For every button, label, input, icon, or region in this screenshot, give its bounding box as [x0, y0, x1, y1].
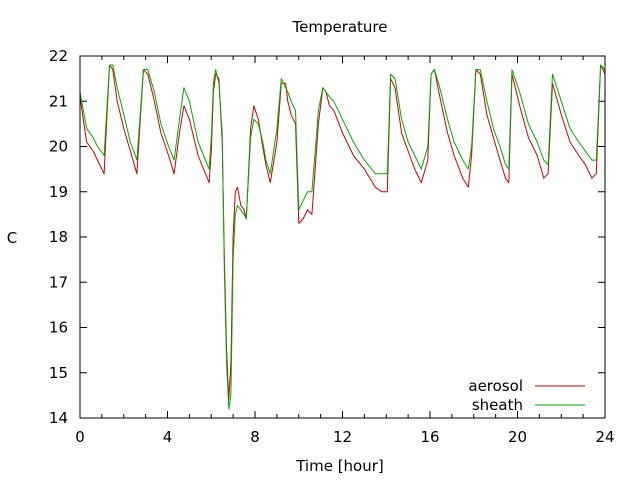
- y-tick-label: 21: [49, 92, 68, 110]
- x-axis-label: Time [hour]: [295, 457, 384, 475]
- axis-ticks: 0 4 8 12 16 20 24 14 15 16 17 18 19 20 21 22: [49, 47, 615, 446]
- x-tick-label: 16: [420, 428, 439, 446]
- x-tick-label: 8: [250, 428, 260, 446]
- y-tick-label: 15: [49, 364, 68, 382]
- series-line-aerosol: [79, 64, 606, 401]
- x-tick-label: 20: [508, 428, 527, 446]
- x-tick-label: 4: [163, 428, 173, 446]
- legend-label-sheath: sheath: [472, 396, 523, 414]
- series-lines: [79, 64, 606, 410]
- legend-label-aerosol: aerosol: [468, 377, 523, 395]
- y-tick-label: 17: [49, 273, 68, 291]
- x-tick-label: 12: [333, 428, 352, 446]
- series-line-sheath: [79, 64, 606, 410]
- y-tick-label: 22: [49, 47, 68, 65]
- plot-frame: [79, 55, 606, 419]
- y-axis-label: C: [7, 229, 17, 247]
- y-tick-label: 14: [49, 409, 68, 427]
- y-tick-label: 19: [49, 183, 68, 201]
- x-tick-label: 0: [75, 428, 85, 446]
- y-tick-label: 20: [49, 138, 68, 156]
- y-tick-label: 16: [49, 319, 68, 337]
- x-tick-label: 24: [595, 428, 614, 446]
- chart-title: Temperature: [291, 18, 387, 36]
- y-tick-label: 18: [49, 228, 68, 246]
